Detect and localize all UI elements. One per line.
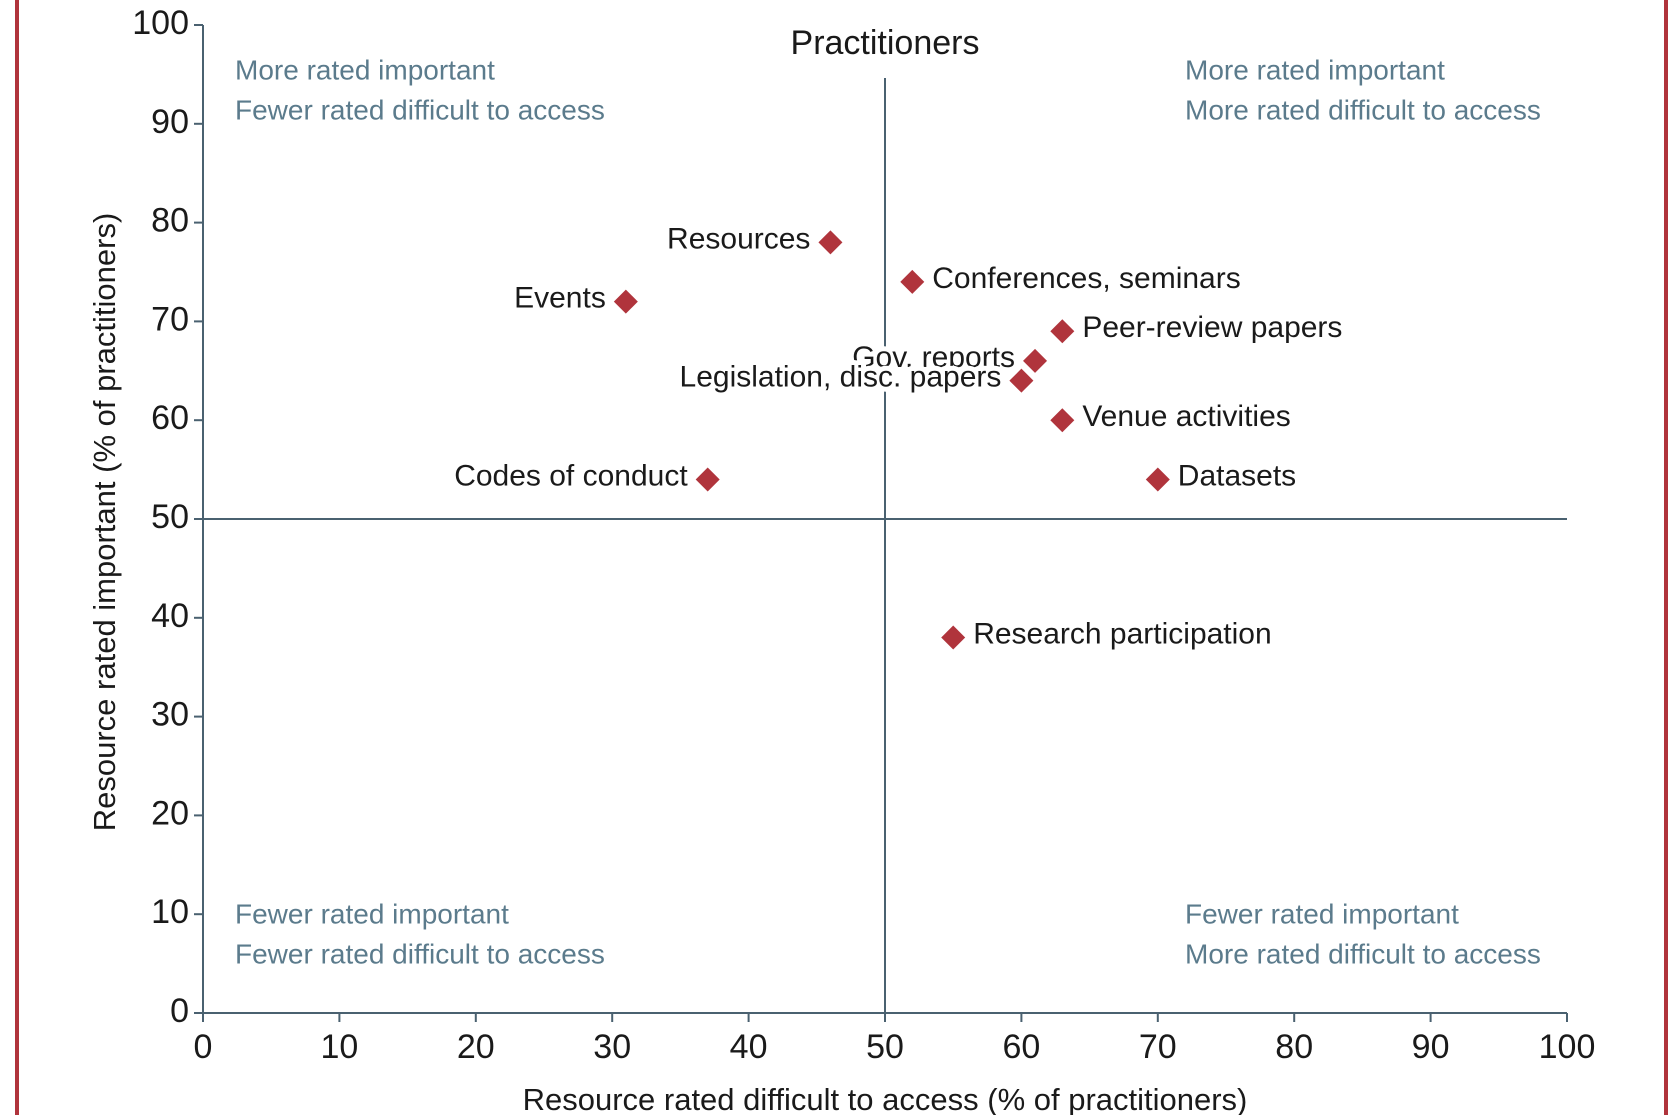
point-label: Datasets [1178,459,1296,492]
y-tick-label: 60 [151,399,189,437]
quadrant-label: More rated difficult to access [1185,94,1541,125]
point [1145,467,1170,492]
x-tick-label: 30 [593,1028,631,1066]
point [1050,408,1075,433]
point [818,230,843,255]
y-tick-label: 90 [151,103,189,141]
point-label: Conferences, seminars [932,262,1240,295]
y-tick-label: 30 [151,696,189,734]
quadrant-label: More rated important [1185,54,1445,85]
point-label: Peer-review papers [1082,311,1342,344]
point [941,625,966,650]
point-label: Legislation, disc. papers [680,361,1002,394]
point [1009,368,1034,393]
x-axis-label: Resource rated difficult to access (% of… [523,1082,1248,1115]
point [1050,319,1075,344]
y-tick-label: 80 [151,202,189,240]
x-tick-label: 10 [320,1028,358,1066]
x-tick-label: 50 [866,1028,904,1066]
x-tick-label: 90 [1412,1028,1450,1066]
y-tick-label: 0 [170,992,189,1030]
y-tick-label: 50 [151,498,189,536]
x-tick-label: 100 [1539,1028,1596,1066]
x-tick-label: 40 [730,1028,768,1066]
x-tick-label: 70 [1139,1028,1177,1066]
quadrant-label: Fewer rated important [235,898,509,929]
point [613,289,638,314]
x-tick-label: 20 [457,1028,495,1066]
quadrant-label: Fewer rated difficult to access [235,94,605,125]
y-axis-label: Resource rated important (% of practitio… [87,213,122,832]
y-tick-label: 70 [151,300,189,338]
point [695,467,720,492]
y-tick-label: 40 [151,597,189,635]
x-tick-label: 60 [1002,1028,1040,1066]
quadrant-label: More rated difficult to access [1185,938,1541,969]
y-tick-label: 20 [151,794,189,832]
x-tick-label: 0 [194,1028,213,1066]
point-label: Gov. reports [852,341,1015,374]
quadrant-label: Fewer rated difficult to access [235,938,605,969]
quadrant-label: Fewer rated important [1185,898,1459,929]
point-label: Codes of conduct [454,459,688,492]
x-tick-label: 80 [1275,1028,1313,1066]
y-tick-label: 100 [132,4,189,42]
y-tick-label: 10 [151,893,189,931]
point [900,269,925,294]
point [1023,348,1048,373]
point-label: Resources [667,222,810,255]
chart-title: Practitioners [791,24,980,62]
quadrant-label: More rated important [235,54,495,85]
point-label: Venue activities [1082,400,1290,433]
point-label: Events [514,282,606,315]
point-label: Research participation [973,617,1271,650]
